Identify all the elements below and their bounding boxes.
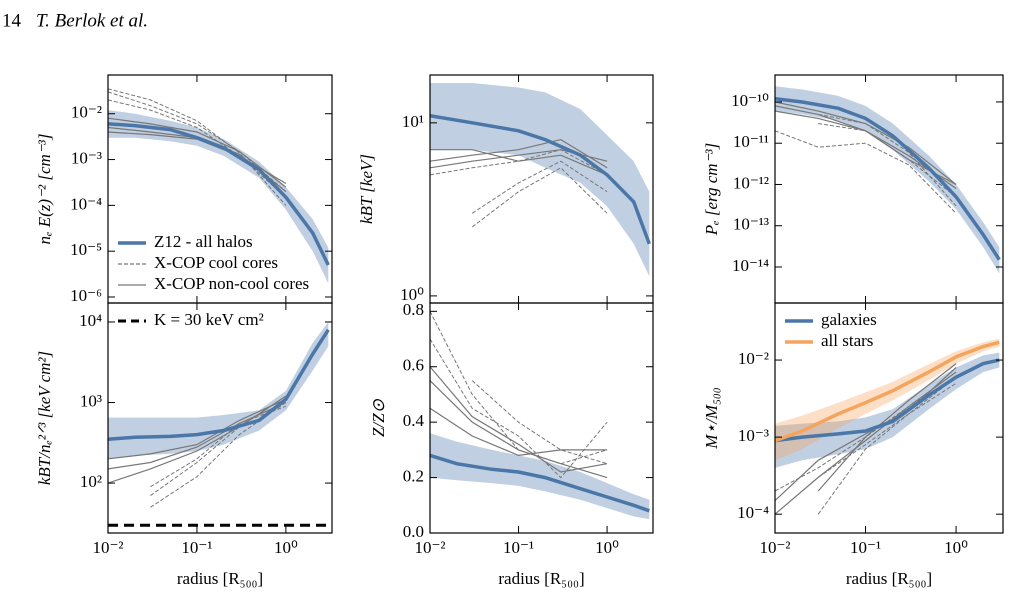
profile-line bbox=[108, 401, 287, 470]
x-tick-label: 10⁻¹ bbox=[181, 538, 212, 557]
profile-line bbox=[430, 149, 608, 176]
y-tick-label: 10⁻⁴ bbox=[70, 194, 102, 213]
plot-area bbox=[430, 311, 650, 520]
main-line bbox=[775, 358, 1000, 443]
main-line bbox=[108, 122, 330, 266]
y-tick-label: 10⁻³ bbox=[71, 148, 102, 167]
y-axis-label: Z/Z⊙ bbox=[369, 398, 388, 437]
running-head: T. Berlok et al. bbox=[36, 10, 148, 31]
band bbox=[775, 352, 1000, 468]
y-tick-label: 10⁻¹² bbox=[733, 173, 769, 192]
legend-label: galaxies bbox=[821, 310, 877, 329]
x-tick-label: 10⁻¹ bbox=[850, 538, 881, 557]
profile-line bbox=[430, 380, 608, 479]
profile-line bbox=[430, 366, 608, 473]
profile-line bbox=[150, 405, 287, 488]
profile-line bbox=[817, 363, 957, 492]
main-line bbox=[108, 328, 330, 441]
y-tick-label: 10⁰ bbox=[400, 285, 424, 304]
band bbox=[775, 86, 1000, 274]
x-axis-label: radius [R₅₀₀] bbox=[846, 569, 932, 588]
y-tick-label: 10⁻¹³ bbox=[733, 215, 769, 234]
band bbox=[108, 322, 329, 459]
profile-line bbox=[430, 138, 608, 169]
profile-line bbox=[818, 113, 957, 207]
main-line bbox=[430, 453, 650, 513]
y-axis-label: nₑ E(z)⁻² [cm⁻³] bbox=[35, 134, 54, 245]
profile-line bbox=[430, 149, 608, 176]
y-tick-label: 10⁻¹⁰ bbox=[731, 91, 769, 110]
profile-line bbox=[430, 338, 608, 479]
x-axis-label: radius [R₅₀₀] bbox=[498, 569, 584, 588]
y-axis-label: Pₑ [erg cm⁻³] bbox=[702, 143, 721, 237]
profile-line bbox=[430, 311, 608, 465]
plot-area bbox=[430, 83, 651, 277]
main-line bbox=[430, 113, 651, 245]
band bbox=[430, 83, 650, 277]
y-tick-label: 10⁻² bbox=[738, 349, 769, 368]
frame bbox=[107, 302, 333, 534]
profile-line bbox=[775, 101, 957, 185]
y-axis-label: M⋆/M₅₀₀ bbox=[702, 387, 721, 450]
x-tick-label: 10⁻² bbox=[759, 538, 790, 557]
plot-area bbox=[775, 86, 1001, 274]
profile-line bbox=[430, 407, 608, 457]
y-tick-label: 0.2 bbox=[403, 466, 424, 485]
y-tick-label: 10⁻⁶ bbox=[70, 286, 102, 305]
x-tick-label: 10⁰ bbox=[595, 538, 619, 557]
profile-line bbox=[108, 117, 287, 188]
x-tick-label: 10⁻¹ bbox=[503, 538, 534, 557]
profile-line bbox=[108, 398, 287, 460]
legend-label: X-COP cool cores bbox=[154, 253, 278, 272]
y-tick-label: 10⁻³ bbox=[738, 426, 769, 445]
profile-line bbox=[471, 160, 608, 214]
y-tick-label: 10⁻⁴ bbox=[737, 503, 769, 522]
y-tick-label: 10⁴ bbox=[79, 311, 102, 330]
plot-area bbox=[108, 322, 332, 527]
y-tick-label: 10⁻¹⁴ bbox=[732, 256, 769, 275]
x-tick-label: 10⁻² bbox=[92, 538, 123, 557]
band bbox=[775, 338, 1000, 461]
main-line bbox=[775, 96, 1001, 261]
legend-label: all stars bbox=[821, 331, 873, 350]
y-tick-label: 10⁻⁵ bbox=[70, 240, 102, 259]
x-tick-label: 10⁰ bbox=[944, 538, 968, 557]
plot-area bbox=[775, 338, 1000, 515]
y-tick-label: 0.4 bbox=[403, 411, 425, 430]
profile-line bbox=[817, 382, 957, 478]
legend-label: Z12 - all halos bbox=[154, 232, 253, 251]
y-tick-label: 0.8 bbox=[403, 300, 424, 319]
profile-line bbox=[775, 130, 957, 214]
profile-line bbox=[108, 88, 287, 206]
profile-line bbox=[775, 110, 957, 186]
y-axis-label: kBT [keV] bbox=[357, 154, 376, 224]
legend-label: K = 30 keV cm² bbox=[154, 310, 264, 329]
profile-line bbox=[150, 402, 287, 508]
frame bbox=[774, 302, 1004, 534]
y-tick-label: 10³ bbox=[80, 391, 102, 410]
profile-line bbox=[817, 376, 957, 515]
profile-line bbox=[775, 371, 957, 515]
y-axis-label: kBT/nₑ²ᐟ³ [keV cm²] bbox=[35, 351, 54, 485]
y-tick-label: 10⁻² bbox=[71, 103, 102, 122]
plot-area bbox=[108, 88, 330, 284]
x-axis-label: radius [R₅₀₀] bbox=[177, 569, 263, 588]
frame bbox=[429, 302, 654, 534]
y-tick-label: 10² bbox=[80, 472, 102, 491]
main-line bbox=[775, 340, 1000, 443]
x-tick-label: 10⁻² bbox=[414, 538, 445, 557]
y-tick-label: 0.6 bbox=[403, 356, 424, 375]
legend-label: X-COP non-cool cores bbox=[154, 274, 309, 293]
y-tick-label: 10¹ bbox=[402, 112, 424, 131]
page-number: 14 bbox=[2, 10, 22, 31]
profile-line bbox=[471, 380, 608, 465]
x-tick-label: 10⁰ bbox=[274, 538, 298, 557]
profile-line bbox=[471, 167, 608, 228]
y-tick-label: 10⁻¹¹ bbox=[733, 132, 769, 151]
y-tick-label: 0.0 bbox=[403, 522, 424, 541]
